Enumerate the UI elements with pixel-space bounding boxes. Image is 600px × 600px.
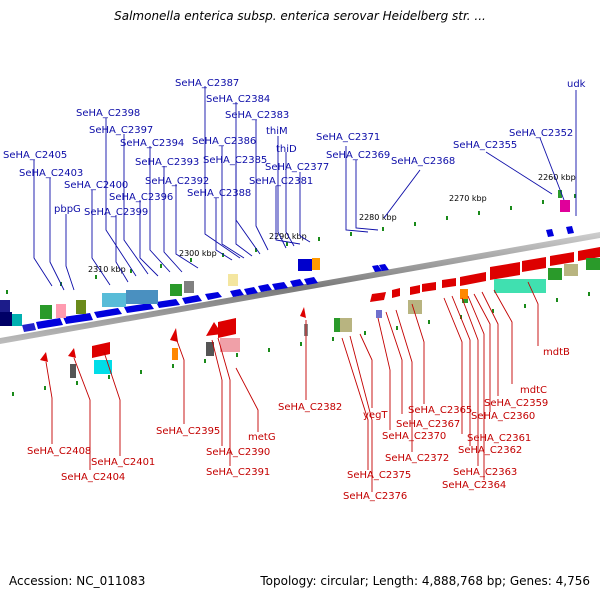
tick-label: 2290 kbp <box>269 232 307 241</box>
gene-label: SeHA_C2384 <box>206 94 270 105</box>
gene-label: SeHA_C2375 <box>347 470 411 481</box>
gene-label: SeHA_C2387 <box>175 78 239 89</box>
gene-label: SeHA_C2396 <box>109 192 173 203</box>
gene-label: SeHA_C2383 <box>225 110 289 121</box>
gene-label: SeHA_C2392 <box>145 176 209 187</box>
gene-label: SeHA_C2395 <box>156 426 220 437</box>
gene-label: SeHA_C2386 <box>192 136 256 147</box>
gene-label: SeHA_C2352 <box>509 128 573 139</box>
gene-label: SeHA_C2371 <box>316 132 380 143</box>
tick-label: 2300 kbp <box>179 249 217 258</box>
tick-label: 2280 kbp <box>359 213 397 222</box>
gene-label: SeHA_C2372 <box>385 453 449 464</box>
gene-label: SeHA_C2361 <box>467 433 531 444</box>
gene-label: SeHA_C2365 <box>408 405 472 416</box>
gene-label: SeHA_C2385 <box>203 155 267 166</box>
forward-genes-track <box>0 190 574 332</box>
gene-label: SeHA_C2359 <box>484 398 548 409</box>
gene-label: SeHA_C2404 <box>61 472 125 483</box>
gene-label: yegT <box>363 410 388 421</box>
gene-label: SeHA_C2400 <box>64 180 128 191</box>
gene-label: SeHA_C2364 <box>442 480 506 491</box>
gene-label: SeHA_C2362 <box>458 445 522 456</box>
gene-label: metG <box>248 432 276 443</box>
gene-label: SeHA_C2397 <box>89 125 153 136</box>
accession-text: Accession: NC_011083 <box>9 574 146 588</box>
gene-label: SeHA_C2370 <box>382 431 446 442</box>
genome-summary-text: Topology: circular; Length: 4,888,768 bp… <box>260 574 590 588</box>
gene-label: SeHA_C2369 <box>326 150 390 161</box>
gene-label: SeHA_C2401 <box>91 457 155 468</box>
gene-label: SeHA_C2390 <box>206 447 270 458</box>
tick-track-inner <box>12 292 590 396</box>
reverse-leaders <box>45 281 539 492</box>
gene-label: thiM <box>266 126 288 137</box>
gene-label: mdtC <box>520 385 547 396</box>
forward-leaders <box>33 86 577 291</box>
gene-label: udk <box>567 79 586 90</box>
gene-label: SeHA_C2363 <box>453 467 517 478</box>
gene-label: SeHA_C2399 <box>84 207 148 218</box>
gene-label: SeHA_C2398 <box>76 108 140 119</box>
gene-label: SeHA_C2381 <box>249 176 313 187</box>
gene-label: SeHA_C2388 <box>187 188 251 199</box>
map-title: Salmonella enterica subsp. enterica sero… <box>114 9 486 23</box>
gene-label: SeHA_C2355 <box>453 140 517 151</box>
gene-label: SeHA_C2408 <box>27 446 91 457</box>
tick-labels: 2310 kbp 2300 kbp 2290 kbp 2280 kbp 2270… <box>88 173 576 274</box>
gene-label: SeHA_C2382 <box>278 402 342 413</box>
tick-label: 2260 kbp <box>538 173 576 182</box>
gene-label: SeHA_C2377 <box>265 162 329 173</box>
tick-label: 2270 kbp <box>449 194 487 203</box>
gene-label: pbpG <box>54 204 81 215</box>
gene-label: SeHA_C2405 <box>3 150 67 161</box>
gene-label: SeHA_C2360 <box>471 411 535 422</box>
gene-label: thiD <box>276 144 297 155</box>
backbone <box>0 232 600 344</box>
gene-label: SeHA_C2367 <box>396 419 460 430</box>
gene-label: SeHA_C2393 <box>135 157 199 168</box>
gene-label: SeHA_C2391 <box>206 467 270 478</box>
reverse-labels: SeHA_C2408 SeHA_C2404 SeHA_C2401 SeHA_C2… <box>27 347 570 502</box>
forward-labels: SeHA_C2405 SeHA_C2403 pbpG SeHA_C2400 Se… <box>3 78 586 218</box>
gene-label: SeHA_C2394 <box>120 138 184 149</box>
gene-label: SeHA_C2403 <box>19 168 83 179</box>
tick-label: 2310 kbp <box>88 265 126 274</box>
gene-label: SeHA_C2368 <box>391 156 455 167</box>
gene-label: mdtB <box>543 347 570 358</box>
gene-label: SeHA_C2376 <box>343 491 407 502</box>
